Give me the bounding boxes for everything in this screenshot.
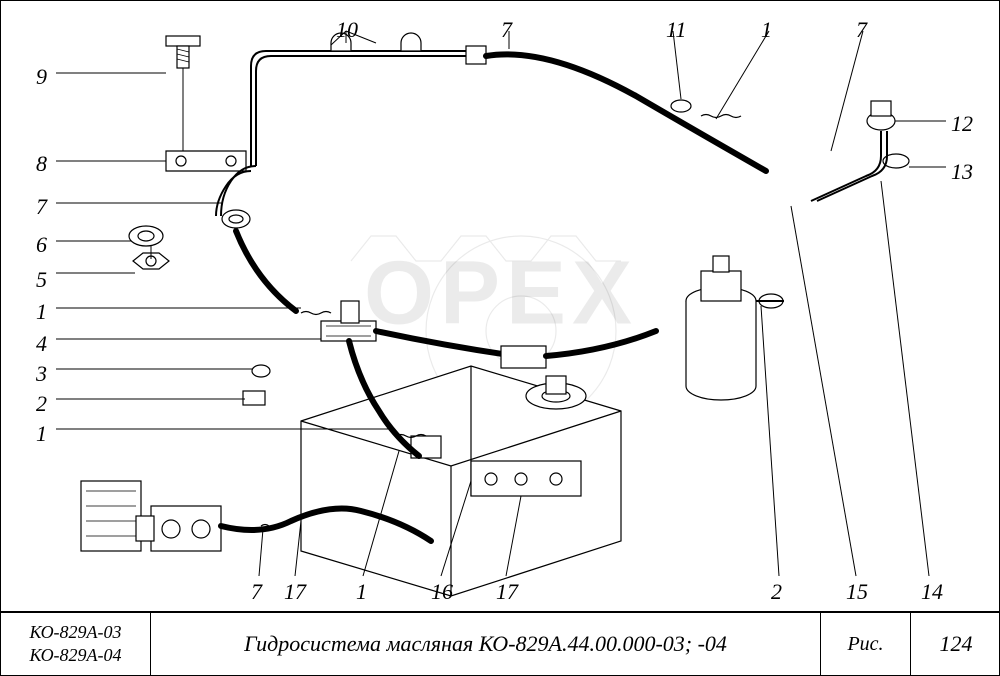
callout-13: 13 (951, 161, 973, 183)
title-block-figure-label: Рис. (821, 613, 911, 675)
model-code-2: КО-829А-04 (29, 644, 121, 667)
title-block: КО-829А-03 КО-829А-04 Гидросистема масля… (1, 611, 1000, 675)
part-washer-6 (129, 226, 163, 246)
callout-17: 17 (284, 581, 306, 603)
callout-2: 2 (36, 393, 47, 415)
callout-3: 3 (36, 363, 47, 385)
callout-11: 11 (666, 19, 686, 41)
callout-1: 1 (36, 301, 47, 323)
callout-1: 1 (36, 423, 47, 445)
callout-2: 2 (771, 581, 782, 603)
model-code-1: КО-829А-03 (29, 621, 121, 644)
callout-8: 8 (36, 153, 47, 175)
callout-7: 7 (36, 196, 47, 218)
callout-7: 7 (501, 19, 512, 41)
callout-1: 1 (761, 19, 772, 41)
title-block-figure-number: 124 (911, 613, 1000, 675)
drawing-area: OPEX (1, 1, 1000, 611)
part-tank (301, 366, 621, 596)
diagram-svg (1, 1, 1000, 611)
part-filter (686, 256, 784, 400)
callout-16: 16 (431, 581, 453, 603)
part-elbow-right (811, 101, 909, 201)
callout-17: 17 (496, 581, 518, 603)
callout-14: 14 (921, 581, 943, 603)
callout-12: 12 (951, 113, 973, 135)
callout-9: 9 (36, 66, 47, 88)
title-block-title: Гидросистема масляная КО-829А.44.00.000-… (151, 613, 821, 675)
callout-7: 7 (251, 581, 262, 603)
callout-6: 6 (36, 234, 47, 256)
title-block-models: КО-829А-03 КО-829А-04 (1, 613, 151, 675)
part-bolt-9 (166, 36, 200, 68)
callout-15: 15 (846, 581, 868, 603)
figure-label: Рис. (847, 633, 883, 656)
page: OPEX (0, 0, 1000, 676)
part-valve-lower-left (81, 481, 221, 551)
part-tee-4 (321, 301, 376, 341)
figure-number: 124 (940, 631, 973, 657)
callout-10: 10 (336, 19, 358, 41)
callout-1: 1 (356, 581, 367, 603)
callout-7: 7 (856, 19, 867, 41)
callout-4: 4 (36, 333, 47, 355)
drawing-title: Гидросистема масляная КО-829А.44.00.000-… (244, 631, 727, 657)
callout-5: 5 (36, 269, 47, 291)
